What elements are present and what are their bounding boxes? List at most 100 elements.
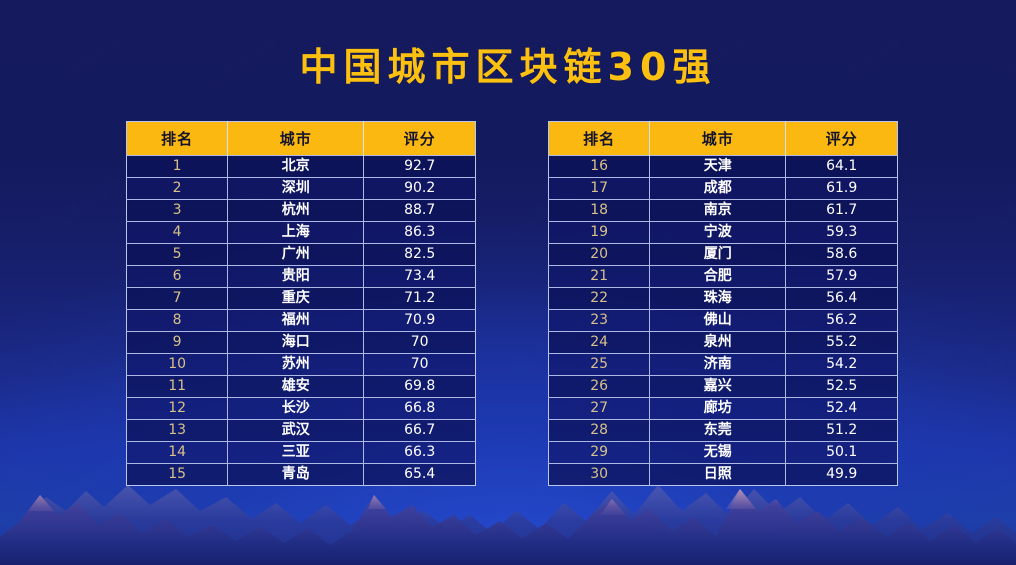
score-cell: 54.2	[785, 353, 898, 376]
rank-cell: 15	[126, 463, 229, 486]
score-cell: 59.3	[785, 221, 898, 244]
score-cell: 73.4	[363, 265, 476, 288]
city-cell: 杭州	[227, 199, 365, 222]
table-row: 17 成都 61.9	[548, 177, 898, 200]
rank-cell: 21	[548, 265, 651, 288]
city-cell: 东莞	[649, 419, 787, 442]
score-cell: 88.7	[363, 199, 476, 222]
city-cell: 天津	[649, 155, 787, 178]
rank-cell: 16	[548, 155, 651, 178]
table-row: 13 武汉 66.7	[126, 419, 476, 442]
rank-cell: 26	[548, 375, 651, 398]
rank-cell: 5	[126, 243, 229, 266]
city-cell: 济南	[649, 353, 787, 376]
table-row: 24 泉州 55.2	[548, 331, 898, 354]
rank-cell: 27	[548, 397, 651, 420]
rank-cell: 30	[548, 463, 651, 486]
table-row: 20 厦门 58.6	[548, 243, 898, 266]
rank-cell: 3	[126, 199, 229, 222]
table-row: 22 珠海 56.4	[548, 287, 898, 310]
table-row: 28 东莞 51.2	[548, 419, 898, 442]
score-cell: 56.2	[785, 309, 898, 332]
city-cell: 合肥	[649, 265, 787, 288]
city-cell: 成都	[649, 177, 787, 200]
watermark-mark: 范信智库	[36, 313, 128, 378]
city-cell: 北京	[227, 155, 365, 178]
score-cell: 90.2	[363, 177, 476, 200]
table-header-row: 排名 城市 评分	[126, 121, 476, 156]
rank-cell: 14	[126, 441, 229, 464]
watermark-text: 范信智库	[998, 173, 1016, 223]
city-cell: 廊坊	[649, 397, 787, 420]
city-cell: 珠海	[649, 287, 787, 310]
triangle-logo-icon	[973, 209, 1004, 237]
table-row: 10 苏州 70	[126, 353, 476, 376]
watermark-mark: 范信智库	[36, 173, 128, 238]
page-title: 中国城市区块链30强	[299, 45, 717, 89]
rank-cell: 25	[548, 353, 651, 376]
rank-cell: 19	[548, 221, 651, 244]
table-row: 7 重庆 71.2	[126, 287, 476, 310]
score-cell: 82.5	[363, 243, 476, 266]
watermark-text: 范信智库	[62, 173, 128, 223]
score-cell: 55.2	[785, 331, 898, 354]
score-cell: 61.7	[785, 199, 898, 222]
watermark-mark: 范信智库	[972, 173, 1016, 238]
mountain-range-front-icon	[0, 489, 1016, 565]
rank-cell: 22	[548, 287, 651, 310]
table-row: 23 佛山 56.2	[548, 309, 898, 332]
table-header-row: 排名 城市 评分	[548, 121, 898, 156]
score-cell: 64.1	[785, 155, 898, 178]
table-row: 16 天津 64.1	[548, 155, 898, 178]
ranking-table-right: 排名 城市 评分 16 天津 64.1 17 成都 61.9 18 南京 61.7 19 宁波 59.…	[548, 121, 898, 486]
table-body-right: 16 天津 64.1 17 成都 61.9 18 南京 61.7 19 宁波 59.3 20 厦门 58.6…	[548, 155, 898, 486]
score-cell: 50.1	[785, 441, 898, 464]
table-row: 2 深圳 90.2	[126, 177, 476, 200]
score-cell: 52.5	[785, 375, 898, 398]
rank-cell: 28	[548, 419, 651, 442]
score-cell: 61.9	[785, 177, 898, 200]
score-cell: 51.2	[785, 419, 898, 442]
column-header-score: 评分	[785, 121, 898, 156]
score-cell: 71.2	[363, 287, 476, 310]
score-cell: 92.7	[363, 155, 476, 178]
rank-cell: 18	[548, 199, 651, 222]
table-row: 18 南京 61.7	[548, 199, 898, 222]
city-cell: 无锡	[649, 441, 787, 464]
table-row: 4 上海 86.3	[126, 221, 476, 244]
city-cell: 重庆	[227, 287, 365, 310]
table-row: 12 长沙 66.8	[126, 397, 476, 420]
score-cell: 58.6	[785, 243, 898, 266]
rank-cell: 24	[548, 331, 651, 354]
table-row: 14 三亚 66.3	[126, 441, 476, 464]
table-row: 11 雄安 69.8	[126, 375, 476, 398]
city-cell: 深圳	[227, 177, 365, 200]
table-body-left: 1 北京 92.7 2 深圳 90.2 3 杭州 88.7 4 上海 86.3 5 广州 82.5 6 贵阳 73…	[126, 155, 476, 486]
rank-cell: 11	[126, 375, 229, 398]
city-cell: 贵阳	[227, 265, 365, 288]
score-cell: 56.4	[785, 287, 898, 310]
table-row: 9 海口 70	[126, 331, 476, 354]
city-cell: 广州	[227, 243, 365, 266]
city-cell: 上海	[227, 221, 365, 244]
city-cell: 武汉	[227, 419, 365, 442]
rank-cell: 10	[126, 353, 229, 376]
table-row: 6 贵阳 73.4	[126, 265, 476, 288]
triangle-logo-icon	[37, 349, 68, 377]
table-row: 26 嘉兴 52.5	[548, 375, 898, 398]
table-row: 21 合肥 57.9	[548, 265, 898, 288]
rank-cell: 9	[126, 331, 229, 354]
rank-cell: 4	[126, 221, 229, 244]
city-cell: 日照	[649, 463, 787, 486]
score-cell: 65.4	[363, 463, 476, 486]
score-cell: 70.9	[363, 309, 476, 332]
table-row: 15 青岛 65.4	[126, 463, 476, 486]
city-cell: 佛山	[649, 309, 787, 332]
city-cell: 青岛	[227, 463, 365, 486]
city-cell: 雄安	[227, 375, 365, 398]
table-row: 1 北京 92.7	[126, 155, 476, 178]
table-row: 5 广州 82.5	[126, 243, 476, 266]
rank-cell: 13	[126, 419, 229, 442]
rank-cell: 2	[126, 177, 229, 200]
